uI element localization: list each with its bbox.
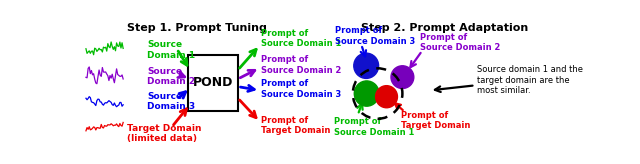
Text: Step 2. Prompt Adaptation: Step 2. Prompt Adaptation (361, 23, 528, 33)
Text: Prompt of
Source Domain 3: Prompt of Source Domain 3 (335, 26, 416, 46)
Text: Prompt of
Source Domain 1: Prompt of Source Domain 1 (261, 29, 341, 48)
Text: Prompt of
Target Domain: Prompt of Target Domain (401, 111, 471, 130)
Text: Source
Domain 3: Source Domain 3 (147, 92, 195, 112)
Text: Prompt of
Target Domain: Prompt of Target Domain (261, 116, 330, 135)
Text: POND: POND (193, 76, 233, 89)
Text: Step 1. Prompt Tuning: Step 1. Prompt Tuning (127, 23, 266, 33)
Ellipse shape (391, 66, 414, 89)
Text: Prompt of
Source Domain 3: Prompt of Source Domain 3 (261, 79, 341, 99)
Text: Source
Domain 1: Source Domain 1 (147, 40, 195, 60)
Text: Target Domain
(limited data): Target Domain (limited data) (127, 124, 202, 143)
Text: Prompt of
Source Domain 2: Prompt of Source Domain 2 (420, 33, 500, 52)
Text: Prompt of
Source Domain 1: Prompt of Source Domain 1 (335, 117, 415, 137)
Text: Prompt of
Source Domain 2: Prompt of Source Domain 2 (261, 55, 341, 75)
Text: Source domain 1 and the
target domain are the
most similar.: Source domain 1 and the target domain ar… (477, 65, 583, 95)
FancyBboxPatch shape (188, 55, 237, 111)
Ellipse shape (355, 81, 379, 106)
Text: Source
Domain 2: Source Domain 2 (147, 67, 195, 86)
Ellipse shape (376, 86, 397, 108)
Ellipse shape (354, 53, 379, 78)
